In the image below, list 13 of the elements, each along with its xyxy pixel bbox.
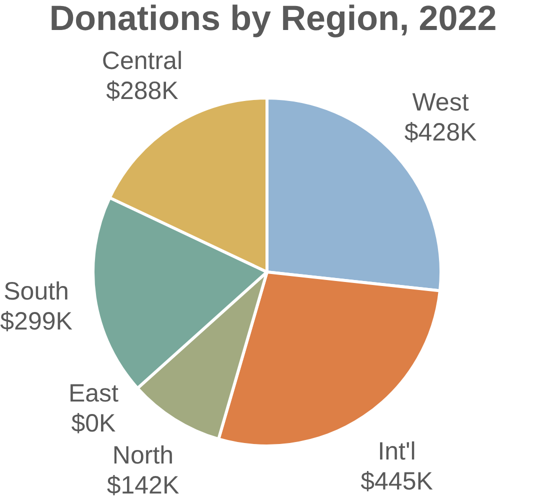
slice-label: West — [412, 88, 469, 116]
data-label: $288K — [106, 77, 179, 106]
slice-label: South — [4, 278, 69, 306]
text: $0K — [71, 409, 116, 438]
slice-label: Central — [102, 47, 183, 76]
category-label: East — [68, 379, 118, 408]
data-label: $445K — [360, 468, 434, 496]
slice-label: North — [112, 441, 174, 470]
data-label: $142K — [106, 471, 180, 500]
data-label: $428K — [404, 118, 477, 146]
chart-title: Donations by Region, 2022 — [49, 0, 497, 38]
data-label: $299K — [0, 308, 73, 336]
slice-label: Int'l — [378, 438, 416, 466]
